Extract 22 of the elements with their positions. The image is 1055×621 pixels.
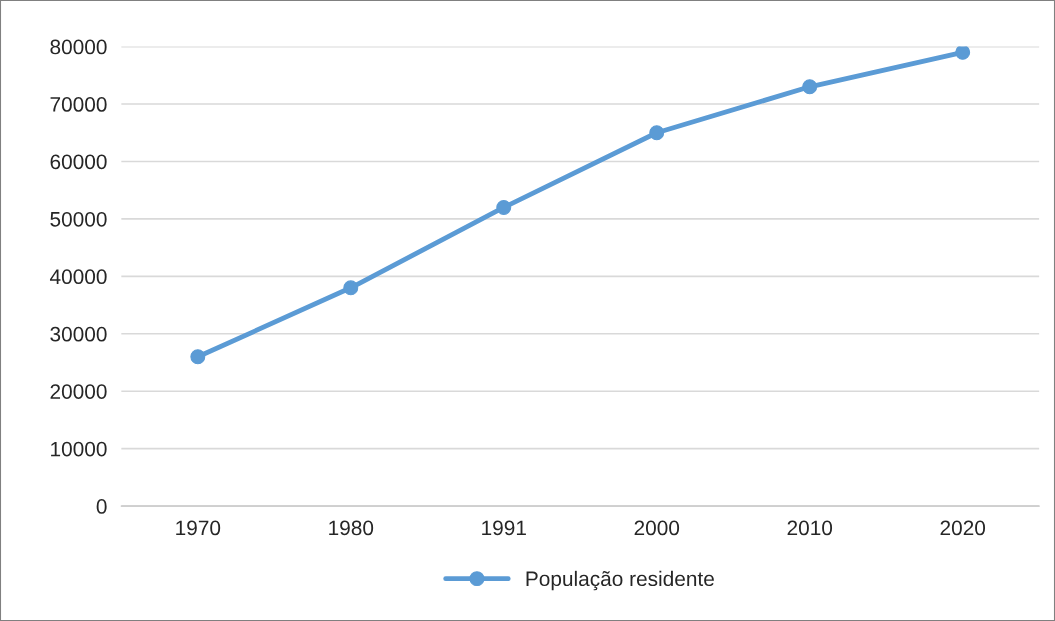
x-tick-label: 1991 — [482, 520, 526, 536]
y-tick-label: 0 — [96, 499, 107, 514]
point — [649, 125, 665, 141]
point — [802, 79, 818, 95]
y-tick-label: 10000 — [51, 441, 107, 457]
y-tick-label: 70000 — [50, 97, 107, 112]
x-tick-label: 2000 — [634, 520, 680, 536]
x-tick-label: 2010 — [787, 520, 833, 536]
point — [496, 199, 512, 215]
y-tick-label: 80000 — [50, 39, 107, 55]
y-tick-label: 40000 — [49, 269, 107, 285]
y-tick-label: 60000 — [50, 154, 107, 170]
legend-label: População residente — [526, 570, 714, 591]
point — [343, 280, 359, 296]
point — [955, 46, 971, 60]
y-tick-label: 20000 — [50, 384, 107, 399]
x-tick-label: 1980 — [329, 520, 374, 536]
y-tick-label: 50000 — [50, 211, 107, 227]
x-tick-label: 2020 — [940, 520, 986, 536]
y-tick-label: 30000 — [50, 326, 107, 342]
point — [190, 349, 206, 365]
x-tick-label: 1970 — [176, 520, 221, 536]
